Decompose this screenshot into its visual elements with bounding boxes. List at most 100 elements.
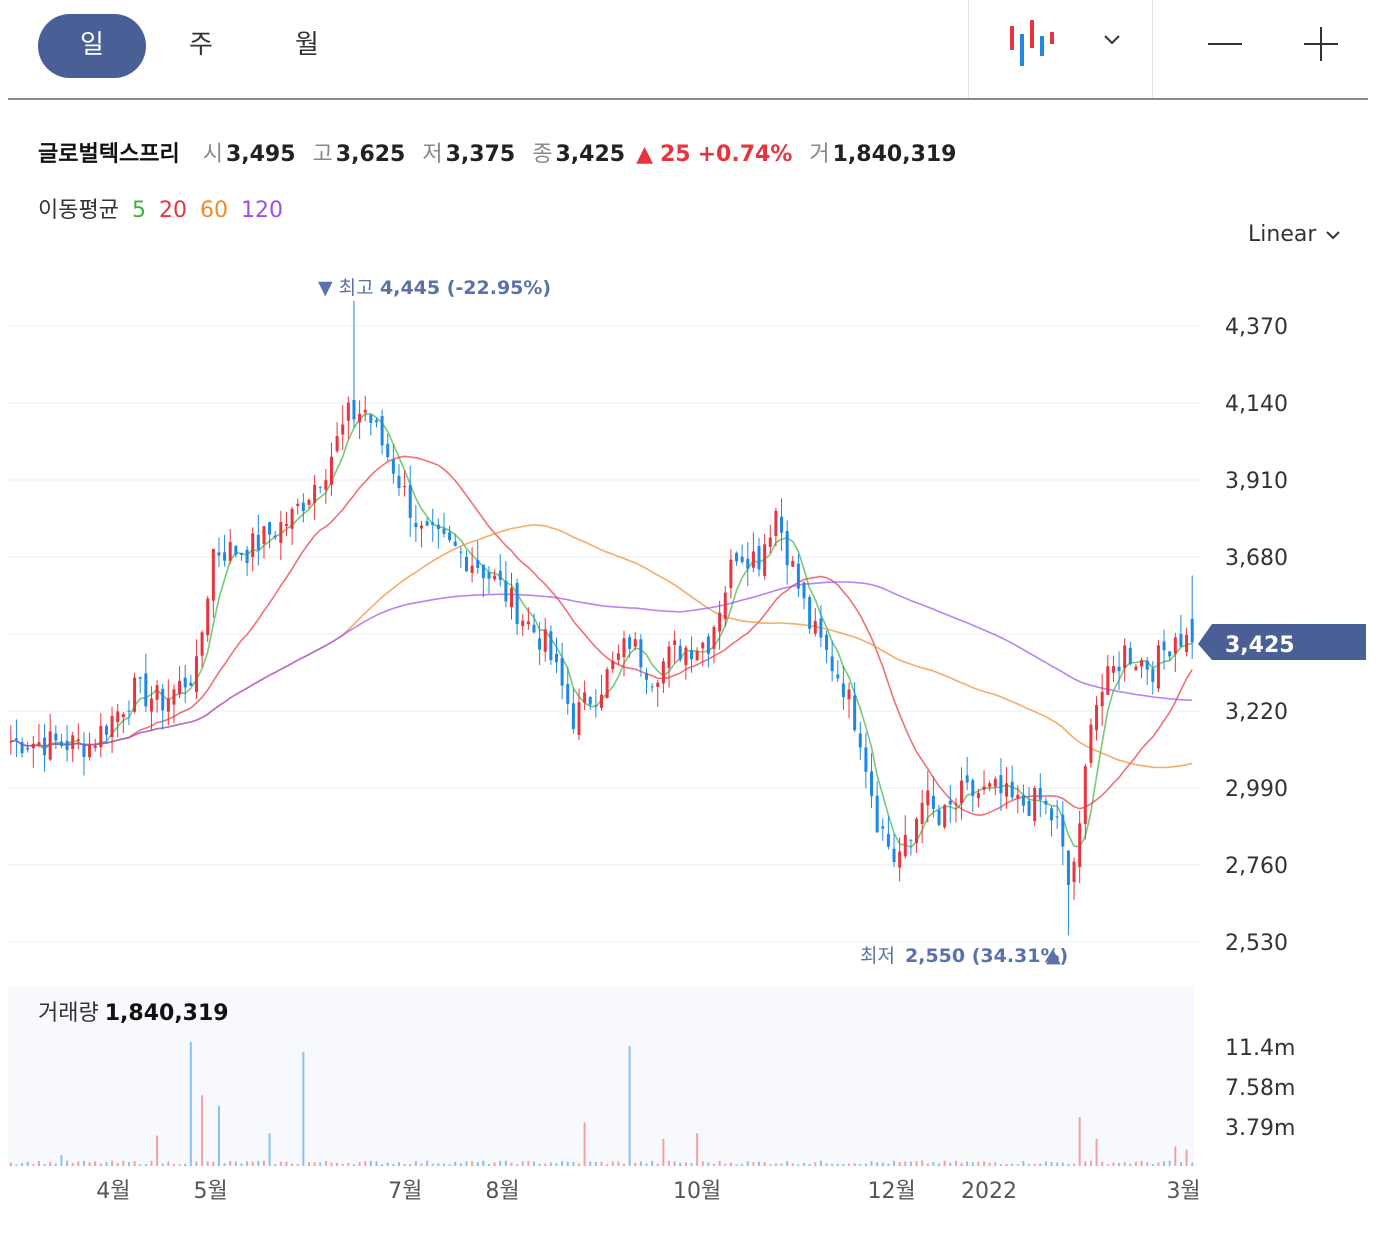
candle-body	[1100, 691, 1104, 707]
candle-body	[931, 795, 935, 809]
candle-body	[780, 516, 784, 533]
candle-body	[76, 739, 80, 741]
volume-bar	[645, 1163, 648, 1166]
volume-bar	[707, 1162, 710, 1166]
candle-body	[419, 525, 423, 529]
candle-body	[82, 743, 86, 757]
candle-body	[369, 414, 373, 423]
volume-bar	[437, 1163, 440, 1166]
volume-bar	[729, 1162, 732, 1166]
candle-body	[943, 805, 947, 828]
candle-body	[1173, 637, 1177, 654]
volume-bar	[274, 1164, 277, 1166]
volume-bar	[724, 1163, 727, 1166]
candle-body	[763, 544, 767, 576]
volume-bar	[780, 1163, 783, 1166]
volume-bar	[26, 1161, 29, 1166]
zoom-out-button[interactable]	[1196, 16, 1256, 72]
candle-body	[712, 626, 716, 649]
volume-bar	[9, 1162, 12, 1166]
volume-bar	[330, 1162, 333, 1166]
candle-body	[1066, 850, 1070, 886]
ma-line-20	[10, 455, 1193, 817]
candle-body	[673, 640, 677, 646]
volume-bar	[386, 1162, 389, 1166]
candle-body	[504, 580, 508, 602]
candle-body	[611, 660, 615, 669]
quote-summary: 글로벌텍스프리 시 3,495 고 3,625 저 3,375 종 3,425 ▲ 25…	[38, 136, 967, 168]
candle-body	[813, 621, 817, 634]
current-price-tag-bg	[1198, 624, 1366, 660]
price-tick-label: 3,680	[1225, 546, 1288, 571]
volume-bar	[285, 1161, 288, 1166]
moving-average-lines	[10, 412, 1193, 849]
volume-bar	[1134, 1161, 1137, 1166]
zoom-in-button[interactable]	[1292, 16, 1352, 72]
candle-body	[993, 778, 997, 787]
candle-body	[31, 743, 35, 749]
candle-body	[279, 522, 283, 543]
volume-bar	[966, 1161, 969, 1166]
volume-bar	[358, 1162, 361, 1166]
volume-bar	[392, 1163, 395, 1166]
tab-weekly[interactable]: 주	[189, 30, 213, 60]
volume-bar	[1084, 1161, 1087, 1166]
candle-body	[20, 742, 24, 754]
volume-bar	[651, 1160, 654, 1166]
volume-bar	[291, 1163, 294, 1166]
candle-body	[1156, 645, 1160, 689]
candle-body	[577, 702, 581, 735]
candle-body	[858, 733, 862, 748]
scale-selector[interactable]: Linear	[1248, 222, 1343, 247]
volume-bar	[156, 1135, 159, 1166]
volume-bar	[1174, 1146, 1177, 1166]
candle-body	[774, 510, 778, 536]
chart-type-button[interactable]	[1000, 14, 1140, 74]
candle-body	[133, 677, 137, 712]
ma-120-label: 120	[240, 198, 283, 223]
tab-daily[interactable]: 일	[38, 14, 146, 78]
time-tick-label: 7월	[388, 1179, 422, 1204]
candle-body	[521, 620, 525, 627]
volume-bar	[403, 1163, 406, 1166]
candle-body	[487, 572, 491, 579]
candle-body	[526, 621, 530, 625]
candle-body	[982, 786, 986, 790]
volume-bar	[307, 1162, 310, 1166]
volume-bar	[909, 1161, 912, 1166]
candle-body	[600, 694, 603, 708]
volume-bar	[1163, 1161, 1166, 1166]
tab-monthly[interactable]: 월	[295, 30, 319, 60]
candle-body	[1145, 660, 1149, 670]
high-annotation-value: 4,445 (-22.95%)	[380, 277, 551, 299]
volume-bar	[54, 1163, 57, 1166]
candle-body	[1038, 788, 1042, 800]
volume-bar	[656, 1163, 659, 1166]
candle-body	[988, 783, 992, 787]
volume-bar	[195, 1161, 198, 1166]
volume-bar	[375, 1161, 378, 1166]
candle-body	[802, 582, 806, 599]
ma-20-label: 20	[158, 198, 187, 223]
candle-body	[1050, 808, 1054, 821]
volume-bar	[116, 1162, 119, 1166]
candle-body	[903, 834, 907, 857]
candle-body	[459, 551, 463, 553]
volume-bar	[881, 1162, 884, 1166]
candle-body	[189, 682, 193, 686]
candle-body	[729, 559, 733, 589]
volume-bar	[808, 1163, 811, 1166]
candle-body	[1140, 659, 1144, 667]
candle-body	[960, 780, 964, 804]
volume-bar	[538, 1163, 541, 1166]
candle-body	[1055, 816, 1059, 818]
volume-bar	[229, 1161, 232, 1166]
volume-panel-title: 거래량	[38, 1001, 99, 1026]
volume-panel-background	[8, 986, 1195, 1166]
time-tick-label: 2022	[961, 1179, 1017, 1204]
candle-body	[735, 553, 739, 562]
current-price-value: 3,425	[1225, 633, 1295, 658]
top-toolbar: 일 주 월	[0, 0, 1370, 98]
volume-bar	[1067, 1163, 1070, 1166]
